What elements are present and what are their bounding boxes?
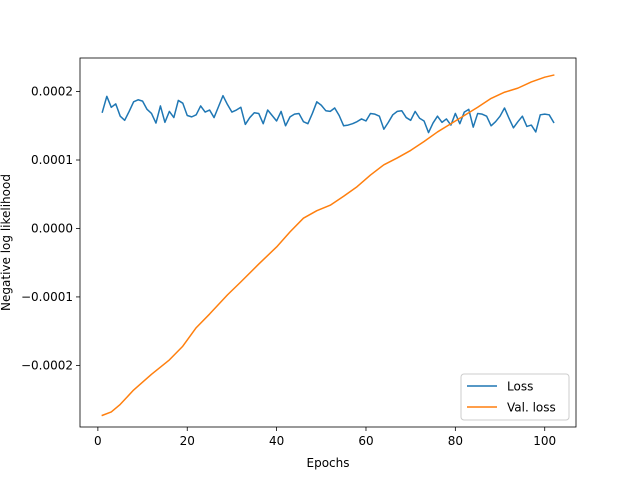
y-tick-label: −0.0002 (21, 358, 73, 372)
x-tick-label: 0 (94, 434, 102, 448)
legend-label-loss: Loss (507, 380, 533, 394)
y-tick-label: 0.0000 (31, 221, 73, 235)
x-axis: 0 20 40 60 80 100 (94, 427, 556, 448)
x-tick-label: 80 (448, 434, 463, 448)
legend: Loss Val. loss (460, 373, 570, 421)
x-tick-label: 100 (533, 434, 556, 448)
series-line-loss (101, 94, 555, 134)
plot-frame (79, 57, 577, 428)
series-layer (101, 74, 555, 417)
legend-label-val-loss: Val. loss (507, 401, 556, 415)
x-axis-label: Epochs (307, 456, 350, 470)
x-tick-label: 20 (180, 434, 195, 448)
x-tick-label: 40 (269, 434, 284, 448)
x-tick-label: 60 (358, 434, 373, 448)
y-tick-label: −0.0001 (21, 290, 73, 304)
y-axis: −0.0002 −0.0001 0.0000 0.0001 0.0002 (21, 85, 80, 372)
y-tick-label: 0.0001 (31, 153, 73, 167)
y-axis-label: Negative log likelihood (0, 174, 13, 311)
series-line-val-loss (101, 74, 555, 417)
y-tick-label: 0.0002 (31, 85, 73, 99)
